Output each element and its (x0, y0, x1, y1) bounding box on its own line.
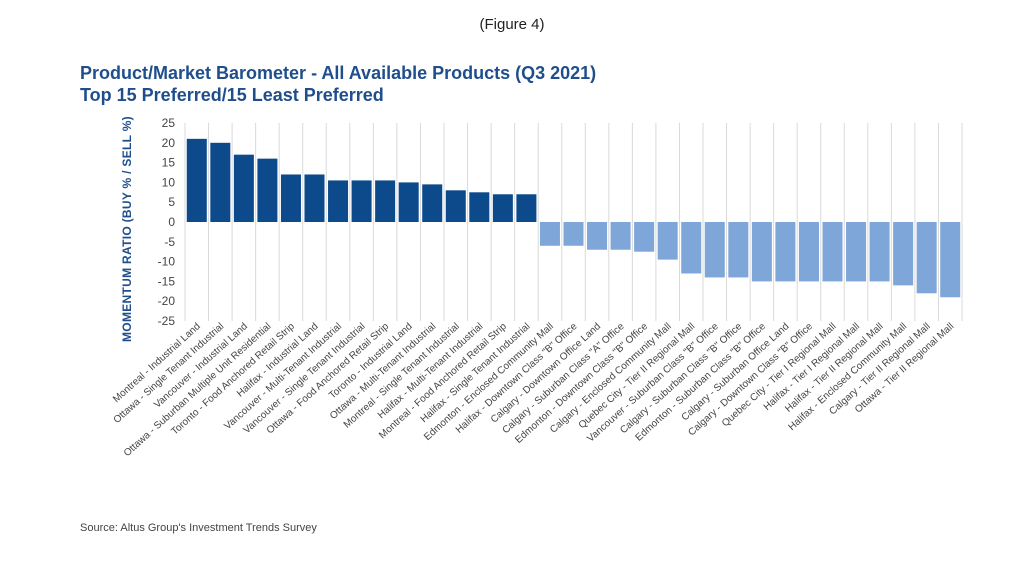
bar (398, 182, 419, 222)
bar (469, 192, 490, 222)
y-tick-label: 15 (162, 156, 176, 170)
y-tick-labels: 25 20 15 10 5 0 -5 -10 -15 -20 -25 (158, 116, 176, 328)
chart-title: Product/Market Barometer - All Available… (80, 63, 597, 83)
bar (798, 222, 819, 282)
bar (681, 222, 702, 274)
bar (375, 180, 396, 222)
y-tick-label: -20 (158, 294, 176, 308)
y-tick-label: 10 (162, 175, 176, 189)
bar (822, 222, 843, 282)
source-note: Source: Altus Group's Investment Trends … (80, 522, 317, 534)
figure-label: (Figure 4) (479, 16, 545, 33)
bars (186, 138, 961, 298)
y-tick-label: -15 (158, 274, 176, 288)
y-tick-label: 25 (162, 116, 176, 130)
bar (445, 190, 466, 222)
bar (634, 222, 655, 252)
bar (186, 138, 207, 222)
bar (328, 180, 349, 222)
bar (233, 154, 254, 222)
y-tick-label: 5 (168, 195, 175, 209)
gridlines (184, 123, 963, 321)
bar (916, 222, 937, 294)
y-tick-label: 20 (162, 136, 176, 150)
bar (539, 222, 560, 246)
chart-subtitle: Top 15 Preferred/15 Least Preferred (80, 85, 384, 105)
bar (704, 222, 725, 278)
y-tick-label: -5 (164, 235, 175, 249)
bar (280, 174, 301, 222)
bar (492, 194, 513, 222)
bar (563, 222, 584, 246)
bar (846, 222, 867, 282)
bar (728, 222, 749, 278)
bar (516, 194, 537, 222)
bar (304, 174, 325, 222)
y-tick-label: -10 (158, 255, 176, 269)
bar-chart: MOMENTUM RATIO (BUY % / SELL %) 25 20 15 10… (111, 116, 963, 459)
bar (587, 222, 608, 250)
bar (210, 142, 231, 222)
bar (751, 222, 772, 282)
bar (610, 222, 631, 250)
bar (257, 158, 278, 222)
y-tick-label: -25 (158, 314, 176, 328)
x-category-label: Vancouver - Industrial Land (152, 321, 250, 411)
bar (657, 222, 678, 260)
bar (351, 180, 372, 222)
y-tick-label: 0 (168, 215, 175, 229)
bar (869, 222, 890, 282)
bar (940, 222, 961, 298)
bar (775, 222, 796, 282)
bar (893, 222, 914, 286)
bar (422, 184, 443, 222)
y-axis-title: MOMENTUM RATIO (BUY % / SELL %) (120, 116, 134, 342)
